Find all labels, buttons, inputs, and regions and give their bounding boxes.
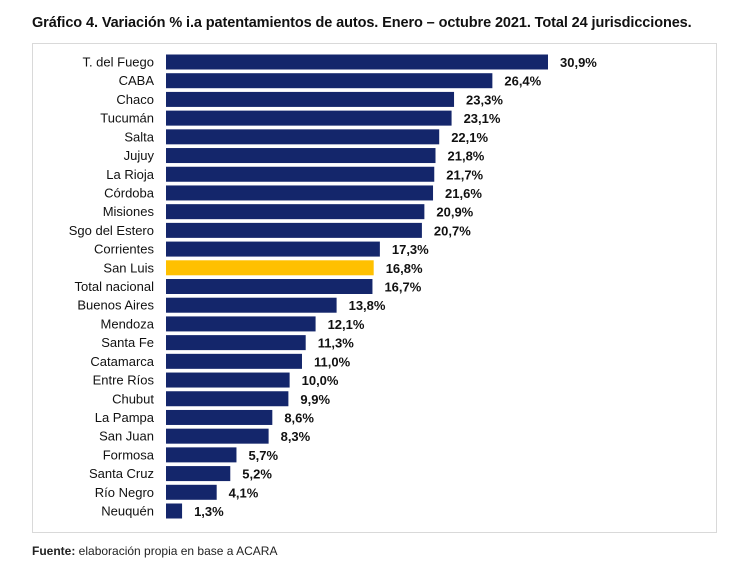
bar-t-del-fuego — [166, 54, 548, 70]
data-label: 22,1% — [451, 130, 488, 145]
category-label: San Juan — [99, 429, 154, 444]
bar-misiones — [166, 204, 425, 220]
category-label: Salta — [124, 129, 154, 144]
source-label: Fuente: — [32, 544, 76, 558]
category-label: Sgo del Estero — [69, 223, 154, 238]
bar-corrientes — [166, 241, 380, 257]
source-text: elaboración propia en base a ACARA — [75, 544, 278, 558]
category-label: Corrientes — [94, 242, 154, 257]
bar-jujuy — [166, 148, 436, 164]
category-label: Neuquén — [101, 504, 154, 519]
data-label: 23,1% — [464, 111, 501, 126]
category-label: Santa Cruz — [89, 466, 154, 481]
category-label: Total nacional — [75, 279, 155, 294]
chart-title: Gráfico 4. Variación % i.a patentamiento… — [32, 15, 692, 31]
bar-san-juan — [166, 428, 269, 444]
category-label: Córdoba — [104, 185, 155, 200]
data-label: 21,8% — [448, 149, 485, 164]
category-label: Formosa — [103, 447, 155, 462]
data-label: 5,2% — [242, 467, 272, 482]
source-note: Fuente: elaboración propia en base a ACA… — [32, 544, 277, 558]
bar-total-nacional — [166, 279, 373, 294]
category-label: T. del Fuego — [82, 55, 154, 70]
data-label: 11,3% — [318, 336, 355, 351]
bar-buenos-aires — [166, 297, 337, 313]
bar-mendoza — [166, 316, 316, 332]
data-label: 21,7% — [446, 167, 483, 182]
data-label: 20,9% — [436, 205, 473, 220]
bar-catamarca — [166, 353, 302, 369]
bar-la-rioja — [166, 166, 435, 182]
bar-entre-r-os — [166, 372, 290, 388]
data-label: 20,7% — [434, 223, 471, 238]
bar-sgo-del-estero — [166, 222, 422, 238]
data-label: 9,9% — [300, 392, 330, 407]
bar-c-rdoba — [166, 185, 434, 201]
bar-neuqu-n — [166, 503, 183, 519]
category-label: Jujuy — [124, 148, 155, 163]
data-label: 8,3% — [281, 429, 311, 444]
category-label: Santa Fe — [101, 335, 154, 350]
data-label: 5,7% — [248, 448, 278, 463]
category-label: Buenos Aires — [77, 298, 154, 313]
category-label: La Pampa — [95, 410, 155, 425]
category-label: Chubut — [112, 391, 154, 406]
category-label: Misiones — [103, 204, 155, 219]
category-label: Río Negro — [95, 485, 154, 500]
data-label: 10,0% — [302, 373, 339, 388]
bar-la-pampa — [166, 409, 273, 425]
category-label: Tucumán — [100, 111, 154, 126]
bar-tucum-n — [166, 110, 452, 126]
data-label: 21,6% — [445, 186, 482, 201]
data-label: 12,1% — [328, 317, 365, 332]
data-label: 4,1% — [229, 485, 259, 500]
data-label: 1,3% — [194, 504, 224, 519]
category-label: La Rioja — [106, 167, 154, 182]
bar-caba — [166, 73, 493, 89]
category-label: San Luis — [103, 260, 154, 275]
bar-santa-fe — [166, 335, 306, 351]
category-label: Mendoza — [101, 316, 155, 331]
bar-salta — [166, 129, 440, 145]
data-label: 13,8% — [349, 298, 386, 313]
category-label: Chaco — [116, 92, 154, 107]
data-label: 26,4% — [504, 74, 541, 89]
bar-chubut — [166, 391, 289, 407]
bar-chaco — [166, 91, 455, 107]
data-label: 17,3% — [392, 242, 429, 257]
bar-r-o-negro — [166, 484, 217, 500]
bar-san-luis — [166, 260, 374, 276]
bar-formosa — [166, 447, 237, 463]
data-label: 11,0% — [314, 354, 351, 369]
category-label: CABA — [119, 73, 155, 88]
chart-frame — [32, 43, 717, 533]
bar-santa-cruz — [166, 466, 231, 482]
data-label: 8,6% — [284, 410, 314, 425]
category-label: Catamarca — [90, 354, 154, 369]
data-label: 30,9% — [560, 55, 597, 70]
data-label: 23,3% — [466, 92, 503, 107]
category-label: Entre Ríos — [93, 373, 155, 388]
data-label: 16,7% — [384, 280, 421, 295]
data-label: 16,8% — [386, 261, 423, 276]
